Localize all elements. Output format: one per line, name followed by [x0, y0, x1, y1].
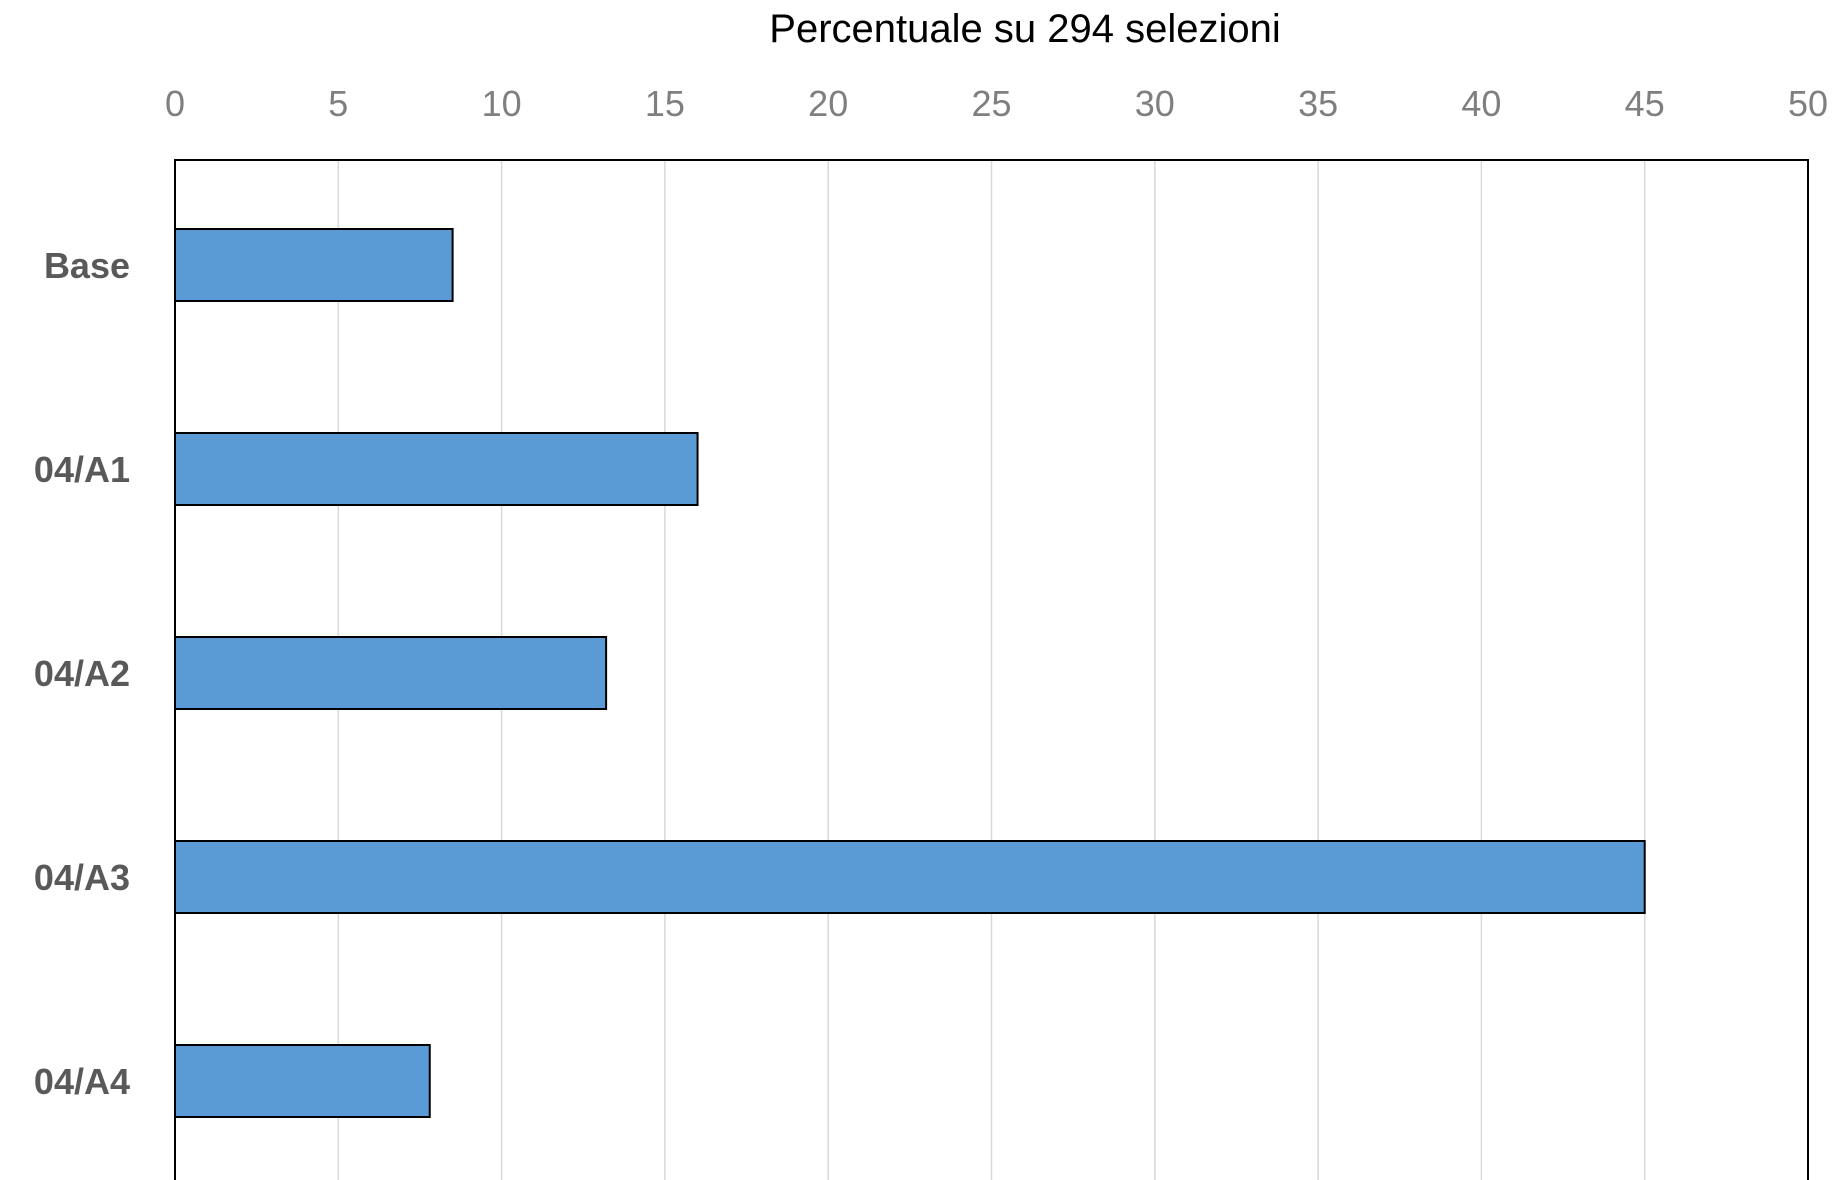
bar	[174, 432, 699, 506]
category-label: Base	[44, 245, 130, 286]
x-axis-title: Percentuale su 294 selezioni	[769, 7, 1280, 51]
gridlines	[337, 160, 1646, 1180]
x-tick-label: 0	[165, 83, 185, 124]
category-labels: Base 04/A1 04/A2 04/A3 04/A4	[34, 245, 130, 1102]
x-tick-label: 40	[1461, 83, 1501, 124]
x-tick-label: 5	[328, 83, 348, 124]
x-tick-label: 15	[645, 83, 685, 124]
bar	[174, 636, 608, 710]
category-label: 04/A2	[34, 653, 130, 694]
bar	[174, 1044, 431, 1118]
bar	[174, 228, 454, 302]
x-tick-label: 25	[971, 83, 1011, 124]
x-axis-tick-labels: 0 5 10 15 20 25 30 35 40 45 50	[165, 83, 1828, 124]
x-tick-label: 35	[1298, 83, 1338, 124]
category-label: 04/A4	[34, 1061, 130, 1102]
x-tick-label: 50	[1788, 83, 1828, 124]
category-label: 04/A3	[34, 857, 130, 898]
category-label: 04/A1	[34, 449, 130, 490]
bars	[174, 228, 1646, 1118]
x-tick-label: 10	[482, 83, 522, 124]
x-tick-label: 45	[1625, 83, 1665, 124]
plot-area-frame	[174, 159, 1809, 1180]
bar	[174, 840, 1646, 914]
x-tick-label: 20	[808, 83, 848, 124]
x-tick-label: 30	[1135, 83, 1175, 124]
